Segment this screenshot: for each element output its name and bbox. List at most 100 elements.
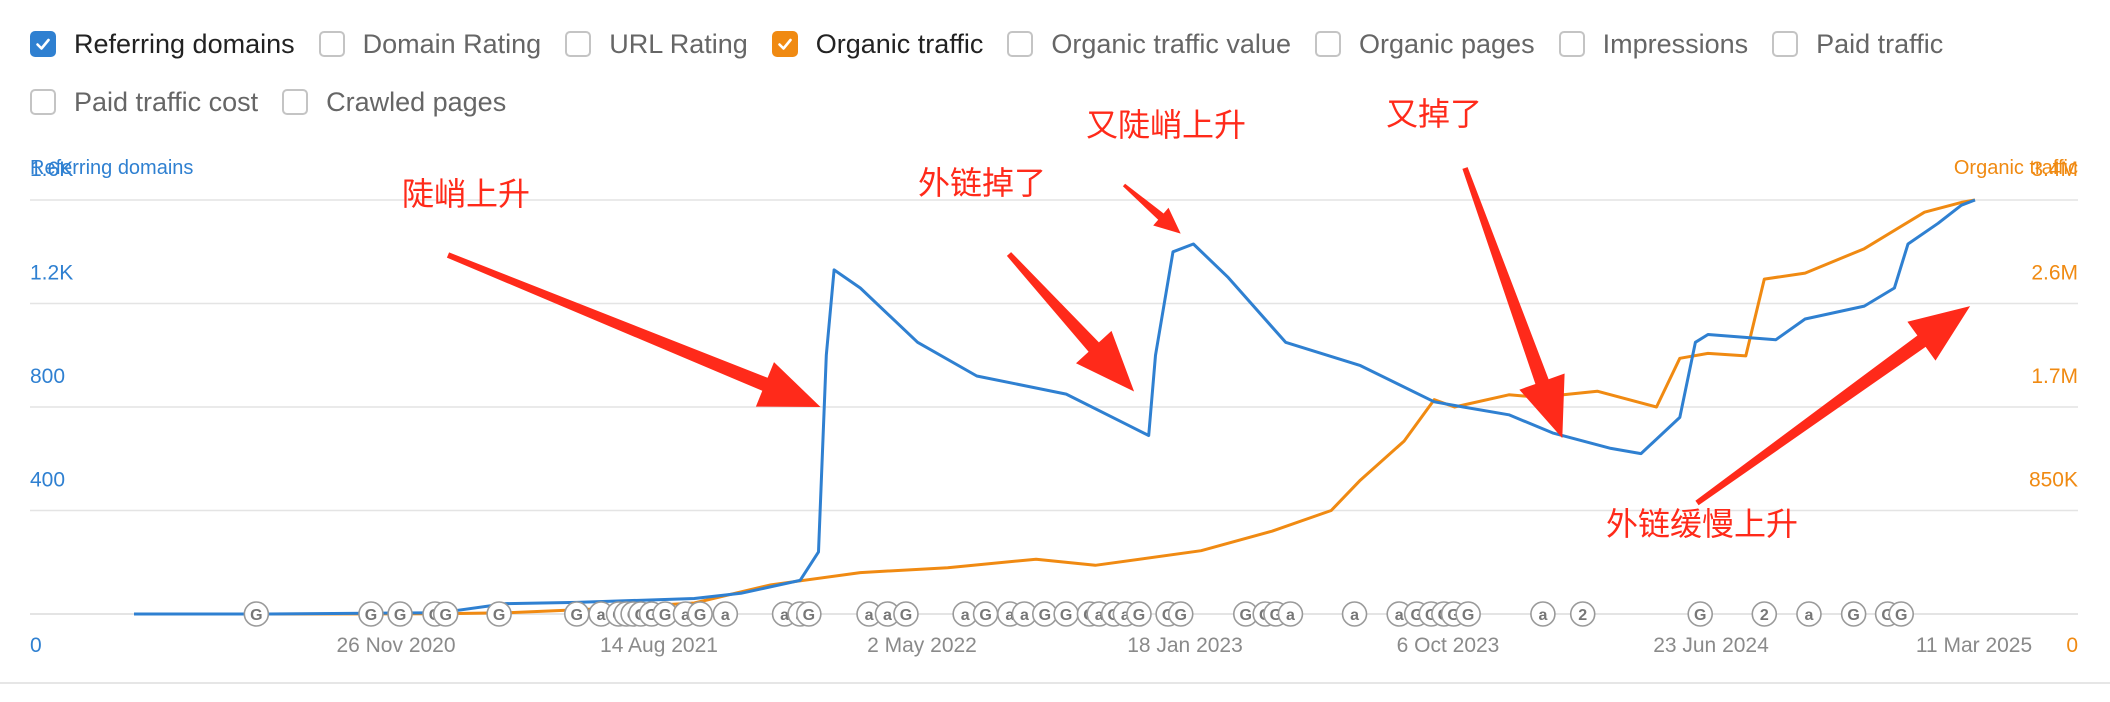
event-marker <box>1751 601 1778 627</box>
checkbox-checked-icon[interactable] <box>771 31 798 57</box>
y-right-tick: 0 <box>2066 634 2078 657</box>
event-marker-label: G <box>1240 607 1252 624</box>
legend-label: URL Rating <box>609 28 748 59</box>
toggle-organic-pages[interactable]: Organic pages <box>1314 28 1535 60</box>
legend-label: Organic traffic value <box>1051 28 1291 59</box>
event-marker <box>358 601 384 627</box>
checkbox-icon[interactable] <box>282 89 309 115</box>
event-marker-label: 2 <box>1578 607 1587 624</box>
checkbox-checked-icon[interactable] <box>30 31 56 57</box>
event-marker-label: a <box>721 607 730 624</box>
checkbox-icon[interactable] <box>1007 31 1034 57</box>
event-marker <box>712 601 739 627</box>
legend-row-1: Referring domains Domain Rating URL Rati… <box>30 22 2090 66</box>
event-marker-label: G <box>1039 607 1051 624</box>
event-marker <box>1569 601 1596 627</box>
event-marker <box>1277 601 1304 627</box>
legend-label: Paid traffic cost <box>74 86 259 117</box>
annotation-label: 陡峭上升 <box>402 175 530 213</box>
toggle-organic-traffic[interactable]: Organic traffic <box>771 29 983 60</box>
event-marker <box>432 601 459 627</box>
event-marker-label: a <box>1286 607 1295 624</box>
event-marker-label: G <box>365 607 377 624</box>
checkbox-icon[interactable] <box>565 31 592 57</box>
event-marker-label: G <box>659 607 671 624</box>
legend-label: Referring domains <box>74 28 295 59</box>
event-marker <box>687 601 713 627</box>
event-marker <box>1126 601 1152 627</box>
event-marker-label: a <box>1538 607 1547 624</box>
event-marker <box>387 601 413 627</box>
x-tick-label: 11 Mar 2025 <box>1916 634 2032 657</box>
toggle-url-rating[interactable]: URL Rating <box>565 29 748 60</box>
event-marker-label: a <box>597 607 606 624</box>
y-right-tick: 2.6M <box>2031 262 2078 285</box>
annotation-arrow <box>1695 306 1971 506</box>
series-line-referring-domains <box>134 198 1976 616</box>
checkbox-icon[interactable] <box>318 31 345 57</box>
y-left-tick: 800 <box>30 365 65 388</box>
legend-row-2: Paid traffic cost Crawled pages <box>30 80 2090 124</box>
event-marker-label: a <box>780 607 789 624</box>
x-tick-label: 14 Aug 2021 <box>600 634 718 657</box>
toggle-crawled-pages[interactable]: Crawled pages <box>282 87 506 118</box>
event-marker-label: a <box>1395 607 1404 624</box>
annotation-arrow <box>1006 252 1135 392</box>
event-marker-label: a <box>961 607 970 624</box>
checkbox-icon[interactable] <box>30 89 56 115</box>
event-marker <box>1167 601 1194 627</box>
event-marker-label: a <box>1350 607 1359 624</box>
event-marker-label: G <box>979 607 991 624</box>
event-marker <box>1888 601 1915 627</box>
event-marker-label: 2 <box>1760 607 1769 624</box>
event-marker <box>893 601 919 627</box>
event-marker <box>1455 601 1481 627</box>
event-marker <box>1796 601 1822 627</box>
checkbox-icon[interactable] <box>1558 31 1585 57</box>
event-marker <box>796 601 822 627</box>
event-marker-label: G <box>394 607 406 624</box>
x-tick-label: 23 Jun 2024 <box>1653 634 1769 657</box>
x-tick-label: 18 Jan 2023 <box>1127 634 1243 657</box>
event-marker-label: a <box>1121 607 1130 624</box>
event-marker-label: a <box>1095 607 1104 624</box>
event-marker-label: a <box>681 607 690 624</box>
toggle-referring-domains[interactable]: Referring domains <box>30 29 295 60</box>
toggle-domain-rating[interactable]: Domain Rating <box>318 28 542 60</box>
event-marker <box>1840 601 1867 627</box>
x-tick-label: 6 Oct 2023 <box>1397 634 1500 657</box>
event-marker-label: G <box>803 607 815 624</box>
legend-label: Domain Rating <box>362 28 542 59</box>
event-marker-label: a <box>1005 607 1014 624</box>
event-marker-label: G <box>493 607 505 624</box>
bottom-divider <box>0 682 2110 684</box>
event-marker-label: G <box>1060 607 1072 624</box>
event-marker-label: a <box>1805 607 1814 624</box>
toggle-organic-traffic-value[interactable]: Organic traffic value <box>1007 29 1291 60</box>
legend-label: Organic pages <box>1358 28 1535 59</box>
legend-label: Impressions <box>1602 28 1749 59</box>
event-marker-label: G <box>439 607 451 624</box>
annotation-label: 外链缓慢上升 <box>1606 505 1798 543</box>
chart-legend: Referring domains Domain Rating URL Rati… <box>30 22 2090 138</box>
checkbox-icon[interactable] <box>1772 31 1799 57</box>
event-marker <box>486 601 512 627</box>
toggle-paid-traffic[interactable]: Paid traffic <box>1772 29 1943 60</box>
y-right-tick: 1.7M <box>2031 365 2078 388</box>
event-marker-label: a <box>1020 607 1029 624</box>
toggle-paid-traffic-cost[interactable]: Paid traffic cost <box>30 87 258 118</box>
y-left-title: Referring domains <box>30 157 193 179</box>
event-marker-label: G <box>250 607 262 624</box>
event-marker-label: G <box>1462 607 1474 624</box>
event-marker-label: G <box>1895 607 1907 624</box>
event-marker-label: G <box>1694 607 1706 624</box>
event-marker-label: G <box>1847 607 1859 624</box>
annotation-label: 又陡峭上升 <box>1086 106 1246 144</box>
toggle-impressions[interactable]: Impressions <box>1558 28 1749 60</box>
annotation-arrow <box>1122 183 1181 234</box>
annotation-label: 又掉了 <box>1386 95 1482 133</box>
annotation-arrow <box>1462 167 1565 439</box>
checkbox-icon[interactable] <box>1314 31 1341 57</box>
legend-label: Paid traffic <box>1816 28 1944 59</box>
